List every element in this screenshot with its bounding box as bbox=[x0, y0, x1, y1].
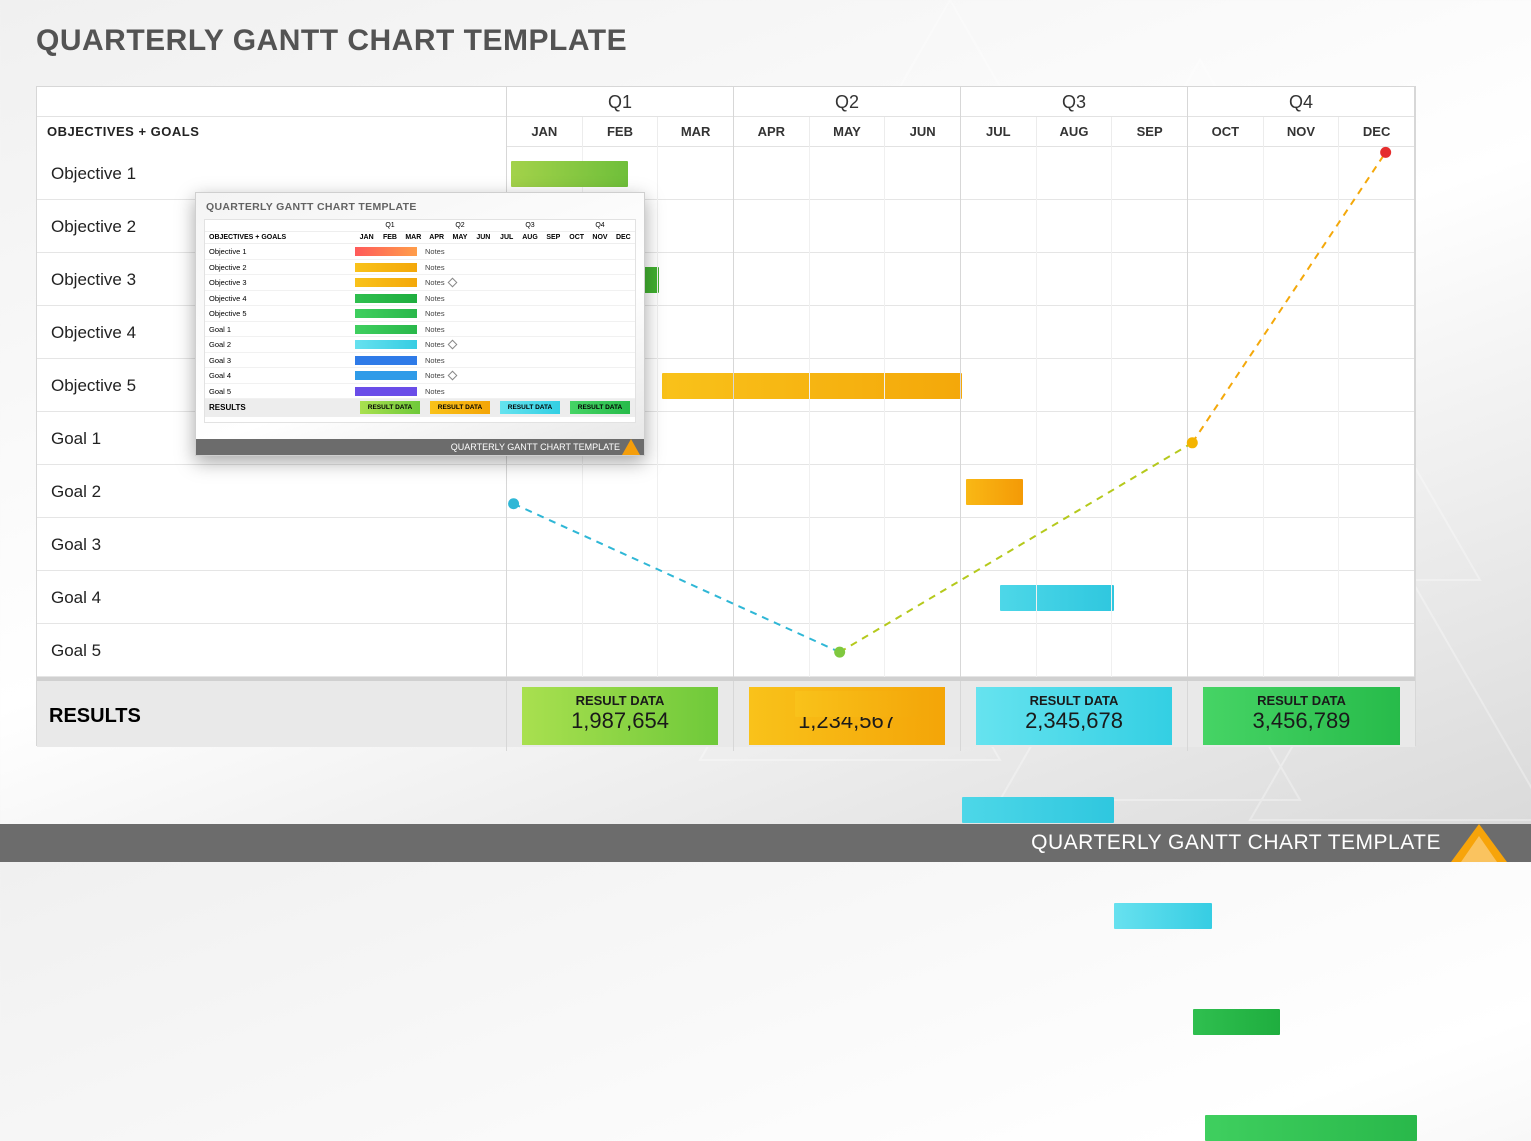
month-may: MAY bbox=[810, 117, 886, 147]
quarter-q1: Q1 bbox=[507, 87, 734, 117]
result-box: RESULT DATA1,987,654 bbox=[522, 687, 719, 745]
month-nov: NOV bbox=[1264, 117, 1340, 147]
month-feb: FEB bbox=[583, 117, 659, 147]
result-box: RESULT DATA3,456,789 bbox=[1203, 687, 1401, 745]
gantt-bar bbox=[795, 691, 924, 717]
row-label: Goal 5 bbox=[37, 624, 507, 677]
inset-thumbnail: QUARTERLY GANTT CHART TEMPLATE Q1 Q2 Q3 … bbox=[195, 192, 645, 456]
gantt-bar bbox=[1193, 1009, 1280, 1035]
gantt-row: Goal 2 bbox=[37, 465, 1415, 518]
objectives-header: OBJECTIVES + GOALS bbox=[37, 117, 507, 147]
gantt-row: Goal 3 bbox=[37, 518, 1415, 571]
month-jan: JAN bbox=[507, 117, 583, 147]
gantt-bar bbox=[962, 797, 1114, 823]
footer-text: QUARTERLY GANTT CHART TEMPLATE bbox=[1031, 831, 1441, 855]
month-mar: MAR bbox=[658, 117, 734, 147]
row-label: Goal 2 bbox=[37, 465, 507, 518]
row-label: Goal 3 bbox=[37, 518, 507, 571]
month-apr: APR bbox=[734, 117, 810, 147]
month-sep: SEP bbox=[1112, 117, 1188, 147]
thumb-footer: QUARTERLY GANTT CHART TEMPLATE bbox=[196, 439, 644, 455]
footer-accent-icon bbox=[1451, 824, 1507, 862]
quarter-header-row: Q1 Q2 Q3 Q4 bbox=[37, 87, 1415, 117]
month-oct: OCT bbox=[1188, 117, 1264, 147]
quarter-q2: Q2 bbox=[734, 87, 961, 117]
thumb-month-row: OBJECTIVES + GOALS JANFEBMARAPRMAYJUNJUL… bbox=[205, 232, 635, 244]
gantt-row: Goal 4 bbox=[37, 571, 1415, 624]
gantt-row: Goal 5 bbox=[37, 624, 1415, 677]
month-dec: DEC bbox=[1339, 117, 1415, 147]
gantt-bar bbox=[1114, 903, 1213, 929]
month-aug: AUG bbox=[1037, 117, 1113, 147]
month-jun: JUN bbox=[885, 117, 961, 147]
quarter-q4: Q4 bbox=[1188, 87, 1415, 117]
page-title: QUARTERLY GANTT CHART TEMPLATE bbox=[36, 24, 627, 58]
row-label: Goal 4 bbox=[37, 571, 507, 624]
thumb-rows: Objective 1NotesObjective 2NotesObjectiv… bbox=[205, 244, 635, 399]
results-label: RESULTS bbox=[37, 681, 507, 751]
quarter-q3: Q3 bbox=[961, 87, 1188, 117]
results-row: RESULTS RESULT DATA1,987,654RESULT DATA1… bbox=[37, 677, 1415, 747]
month-header-row: OBJECTIVES + GOALS JANFEBMARAPRMAYJUNJUL… bbox=[37, 117, 1415, 147]
result-box: RESULT DATA2,345,678 bbox=[976, 687, 1173, 745]
gantt-bar bbox=[1205, 1115, 1417, 1141]
gantt-bar bbox=[511, 161, 629, 187]
thumb-title: QUARTERLY GANTT CHART TEMPLATE bbox=[206, 201, 417, 213]
thumb-results: RESULTS RESULT DATARESULT DATARESULT DAT… bbox=[205, 399, 635, 417]
month-jul: JUL bbox=[961, 117, 1037, 147]
footer-bar: QUARTERLY GANTT CHART TEMPLATE bbox=[0, 824, 1531, 862]
